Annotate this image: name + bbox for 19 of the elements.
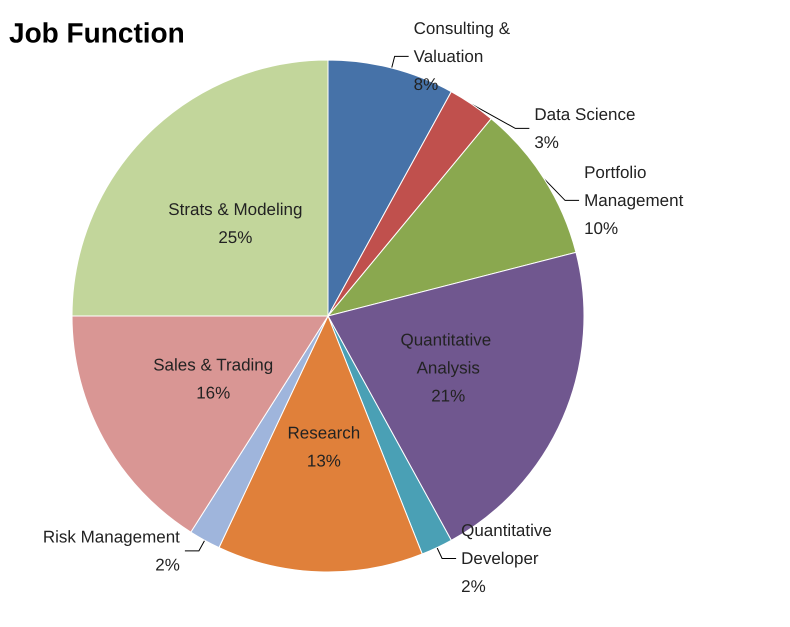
slice-label: Research (288, 423, 360, 442)
slice-label: Data Science (534, 104, 636, 124)
slice-label: Portfolio Management (584, 162, 684, 210)
data-label: 3% (534, 132, 559, 152)
data-label: 10% (584, 218, 618, 238)
data-label: 2% (155, 555, 180, 574)
slice-label: Risk Management (42, 527, 180, 546)
slice-label: Quantitative Analysis (400, 330, 496, 378)
data-label: 21% (431, 386, 466, 406)
data-label: 13% (306, 451, 341, 470)
slice-label: Strats & Modeling (168, 200, 302, 219)
chart-title: Job Function (9, 18, 185, 48)
slice-label: Consulting & Valuation (414, 18, 515, 66)
data-label: 16% (196, 384, 230, 403)
data-label: 8% (414, 74, 438, 94)
slice-label: Sales & Trading (153, 356, 274, 375)
data-label: 2% (461, 576, 486, 596)
slice-label: Quantitative Developer (461, 520, 557, 568)
data-label: 25% (218, 228, 252, 247)
